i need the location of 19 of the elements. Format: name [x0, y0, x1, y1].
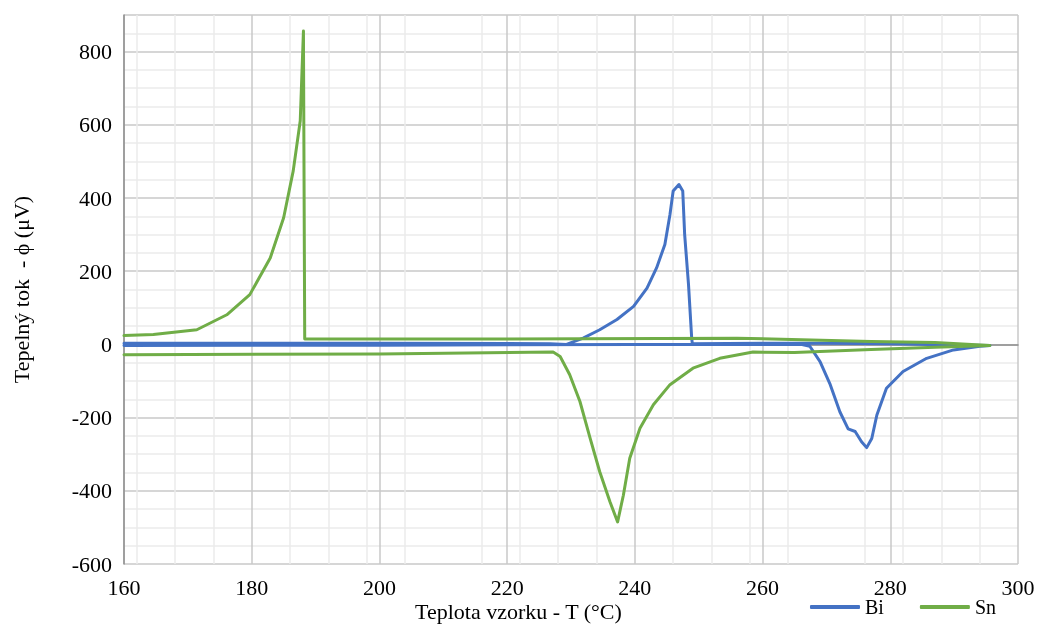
y-tick-label: 800 [79, 39, 112, 65]
y-tick-label: -600 [71, 551, 112, 577]
y-tick-label: -400 [71, 478, 112, 504]
x-tick-label: 260 [746, 574, 780, 600]
legend-label: Sn [974, 596, 996, 618]
x-axis-title: Teplota vzorku - T (°C) [415, 598, 622, 624]
y-tick-label: 600 [79, 112, 112, 138]
y-tick-label: 200 [79, 258, 112, 284]
y-tick-label: 0 [101, 331, 112, 357]
x-tick-label: 240 [618, 574, 652, 600]
x-tick-label: 300 [1001, 574, 1035, 600]
y-axis-title: Tepelný tok - ϕ (μV) [8, 195, 34, 384]
x-tick-label: 180 [235, 574, 269, 600]
y-tick-label: 400 [79, 185, 112, 211]
x-tick-label: 220 [490, 574, 524, 600]
y-tick-label: -200 [71, 405, 112, 431]
line-series [122, 29, 992, 524]
x-tick-label: 160 [107, 574, 141, 600]
x-tick-label: 200 [362, 574, 396, 600]
